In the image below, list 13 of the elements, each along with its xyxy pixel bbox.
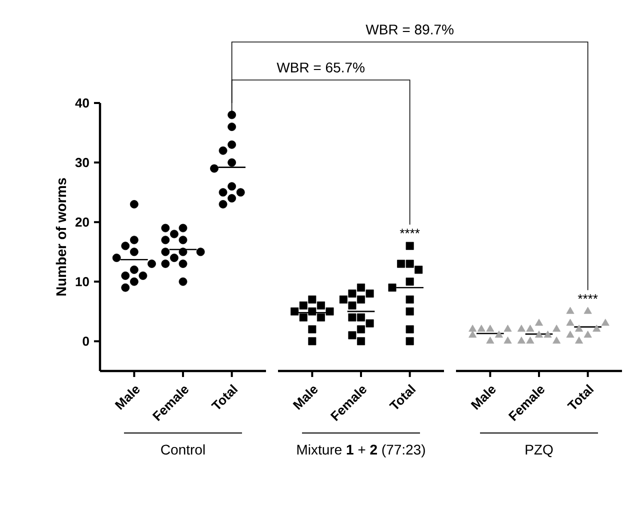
x-axis-title: Control: [161, 444, 205, 455]
annotation: ****: [400, 228, 420, 234]
y-tick-label: 10: [76, 277, 89, 286]
y-tick-label: 0: [82, 336, 89, 346]
y-tick-label: 20: [75, 217, 89, 227]
x-axis-title: Mixture 1 + 2 (77:23): [297, 444, 425, 458]
text: WBR = 65.7%: [276, 62, 364, 72]
annotation: ****: [578, 294, 598, 299]
y-axis-title: Number of worms: [56, 178, 66, 296]
x-axis-title: PZQ: [526, 444, 553, 458]
y-tick-label: 30: [75, 158, 89, 168]
y-tick-label: 40: [75, 98, 89, 108]
text: WBR = 89.7%: [366, 24, 454, 34]
